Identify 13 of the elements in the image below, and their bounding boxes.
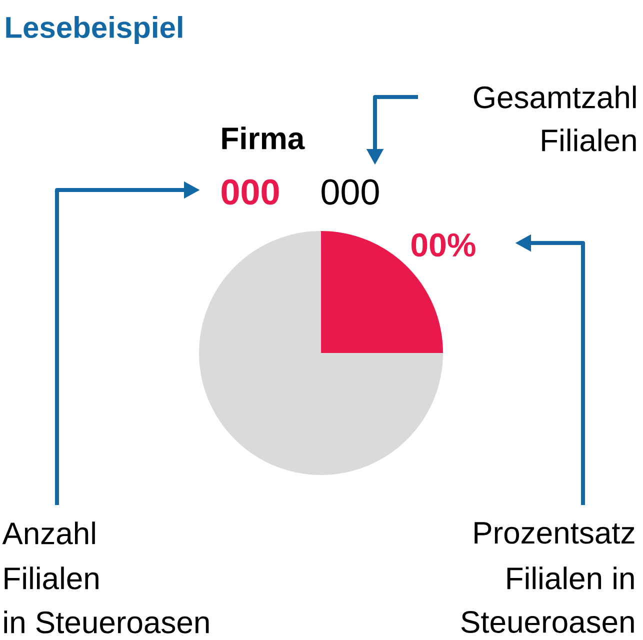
text: Filialen in xyxy=(507,566,634,590)
text: in Steueroasen xyxy=(4,610,209,634)
text: Steueroasen xyxy=(461,611,634,633)
text: Anzahl xyxy=(2,522,95,544)
text: Filialen xyxy=(4,566,98,590)
text: 00% xyxy=(412,233,476,257)
chart-title: Lesebeispiel xyxy=(6,16,182,44)
text: Filialen xyxy=(542,128,636,152)
chart-subtitle: Firma xyxy=(222,126,305,150)
text: Gesamtzahl xyxy=(474,86,636,108)
text: Prozentsatz xyxy=(474,522,634,544)
text: 000 xyxy=(322,179,379,205)
text: 000 xyxy=(222,179,279,205)
